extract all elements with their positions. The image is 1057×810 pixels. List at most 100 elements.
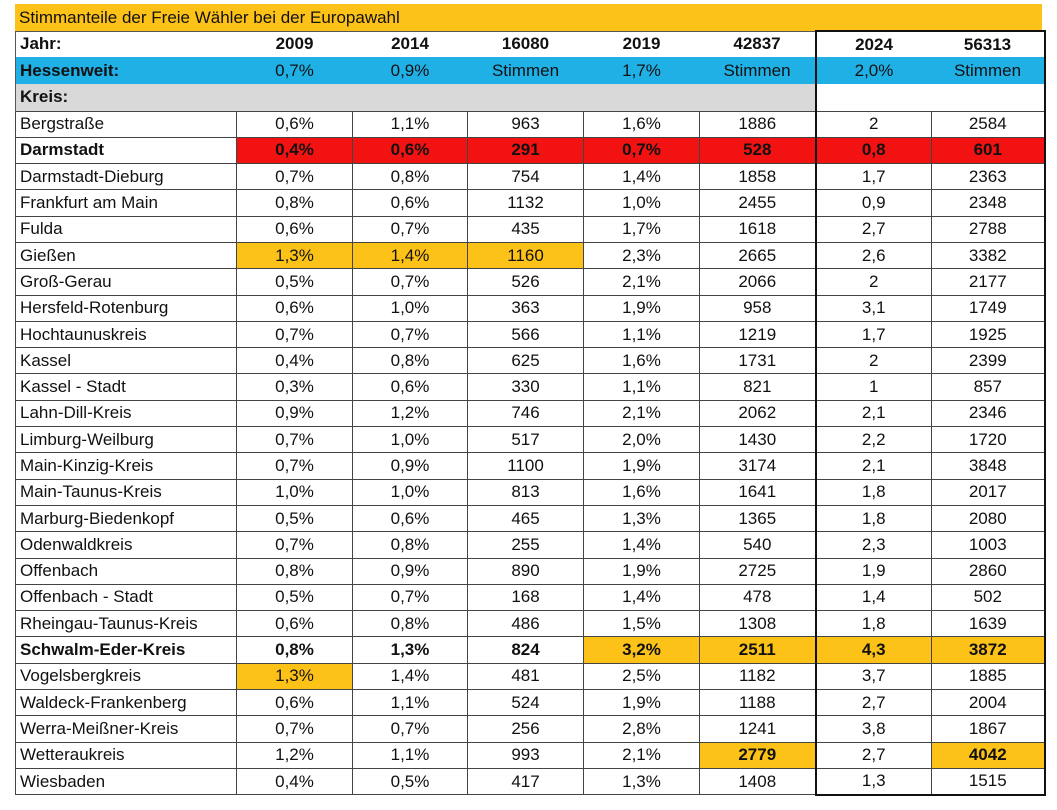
value-cell[interactable]: 1100 [467,452,584,480]
value-cell[interactable]: 435 [467,215,584,243]
value-cell[interactable]: 754 [467,163,584,191]
value-cell[interactable]: 0,6% [236,689,353,717]
value-cell[interactable]: 1,5% [583,610,700,638]
value-cell[interactable]: 2,1 [814,452,932,480]
kreis-name-cell[interactable]: Limburg-Weilburg [15,426,237,454]
value-cell[interactable]: 1,9% [583,557,700,585]
value-cell[interactable]: 3,2% [583,636,700,664]
value-cell[interactable]: 0,6% [352,136,468,165]
value-cell[interactable]: 0,8% [236,557,353,585]
value-cell[interactable]: 2177 [931,268,1046,296]
value-cell[interactable]: 1749 [931,294,1046,322]
value-cell[interactable]: 0,7% [352,320,468,349]
value-cell[interactable]: 1,7 [814,163,932,191]
value-cell[interactable]: 625 [467,347,584,375]
value-cell[interactable]: 528 [699,136,816,165]
value-cell[interactable]: 1886 [699,110,816,138]
value-cell[interactable]: 1,9 [814,557,932,585]
value-cell[interactable]: 1858 [699,163,816,191]
kreis-name-cell[interactable]: Fulda [15,215,237,243]
value-cell[interactable]: 465 [467,504,584,533]
value-cell[interactable]: 1,1% [583,373,700,401]
kreis-name-cell[interactable]: Odenwaldkreis [15,531,237,559]
value-cell[interactable]: 1160 [467,241,584,270]
value-cell[interactable]: 3,7 [814,662,932,691]
value-cell[interactable]: 1,4% [583,163,700,191]
kreis-name-cell[interactable]: Wetteraukreis [15,741,237,769]
value-cell[interactable]: 1731 [699,347,816,375]
kreis-name-cell[interactable]: Hersfeld-Rotenburg [15,294,237,322]
value-cell[interactable]: 2,7 [814,741,932,769]
kreis-name-cell[interactable]: Wiesbaden [15,767,237,796]
value-cell[interactable]: 2,1% [583,268,700,296]
header-cell[interactable]: 2024 [814,30,932,57]
value-cell[interactable]: 0,8% [352,163,468,191]
value-cell[interactable]: 1,2% [236,741,353,769]
value-cell[interactable]: 1,9% [583,452,700,480]
header-cell[interactable]: 42837 [699,30,816,57]
value-cell[interactable]: 0,9% [236,399,353,428]
value-cell[interactable]: 1,0% [583,189,700,217]
value-cell[interactable]: 1,9% [583,689,700,717]
value-cell[interactable]: 1,7% [583,215,700,243]
value-cell[interactable]: 1925 [931,320,1046,349]
value-cell[interactable]: 0,5% [352,767,468,796]
value-cell[interactable]: 2,8% [583,715,700,743]
kreis-name-cell[interactable]: Groß-Gerau [15,268,237,296]
value-cell[interactable]: 3,1 [814,294,932,322]
value-cell[interactable]: 1,0% [352,478,468,506]
value-cell[interactable]: 2,7 [814,215,932,243]
value-cell[interactable]: 1639 [931,610,1046,638]
value-cell[interactable]: 0,8% [352,347,468,375]
value-cell[interactable]: 2,3 [814,531,932,559]
value-cell[interactable]: 1,0% [352,426,468,454]
value-cell[interactable]: 3,8 [814,715,932,743]
value-cell[interactable]: 2399 [931,347,1046,375]
value-cell[interactable]: 330 [467,373,584,401]
value-cell[interactable]: 1,1% [352,741,468,769]
value-cell[interactable]: 0,6% [236,610,353,638]
kreis-name-cell[interactable]: Lahn-Dill-Kreis [15,399,237,428]
value-cell[interactable]: 502 [931,583,1046,612]
kreis-name-cell[interactable]: Main-Kinzig-Kreis [15,452,237,480]
value-cell[interactable]: 1867 [931,715,1046,743]
value-cell[interactable]: 363 [467,294,584,322]
value-cell[interactable]: 4,3 [814,636,932,664]
value-cell[interactable]: 0,9% [352,557,468,585]
value-cell[interactable]: 2348 [931,189,1046,217]
value-cell[interactable]: 993 [467,741,584,769]
value-cell[interactable]: 1241 [699,715,816,743]
value-cell[interactable]: 0,5% [236,268,353,296]
value-cell[interactable]: 0,6% [352,504,468,533]
value-cell[interactable]: 0,4% [236,767,353,796]
value-cell[interactable]: 0,6% [236,294,353,322]
value-cell[interactable]: 1,9% [583,294,700,322]
value-cell[interactable]: 2860 [931,557,1046,585]
value-cell[interactable]: 2725 [699,557,816,585]
header-cell[interactable]: Jahr: [15,30,237,57]
value-cell[interactable]: 1408 [699,767,816,796]
value-cell[interactable]: 2,3% [583,241,700,270]
value-cell[interactable]: 1003 [931,531,1046,559]
value-cell[interactable]: 2584 [931,110,1046,138]
value-cell[interactable]: 1,1% [583,320,700,349]
value-cell[interactable]: 1515 [931,767,1046,796]
value-cell[interactable]: 2665 [699,241,816,270]
value-cell[interactable]: 0,7% [236,715,353,743]
value-cell[interactable]: 0,7% [352,583,468,612]
value-cell[interactable]: 1308 [699,610,816,638]
value-cell[interactable]: 526 [467,268,584,296]
value-cell[interactable]: 1132 [467,189,584,217]
value-cell[interactable]: 0,4% [236,347,353,375]
value-cell[interactable]: 0,3% [236,373,353,401]
value-cell[interactable]: 2,1 [814,399,932,428]
value-cell[interactable]: 0,8% [352,610,468,638]
value-cell[interactable]: 1618 [699,215,816,243]
value-cell[interactable]: 0,7% [352,215,468,243]
value-cell[interactable]: 3382 [931,241,1046,270]
header-cell[interactable]: 2014 [352,30,468,57]
value-cell[interactable]: 0,7% [236,531,353,559]
value-cell[interactable]: 1,4% [352,662,468,691]
value-cell[interactable]: 2,1% [583,741,700,769]
value-cell[interactable]: 1885 [931,662,1046,691]
